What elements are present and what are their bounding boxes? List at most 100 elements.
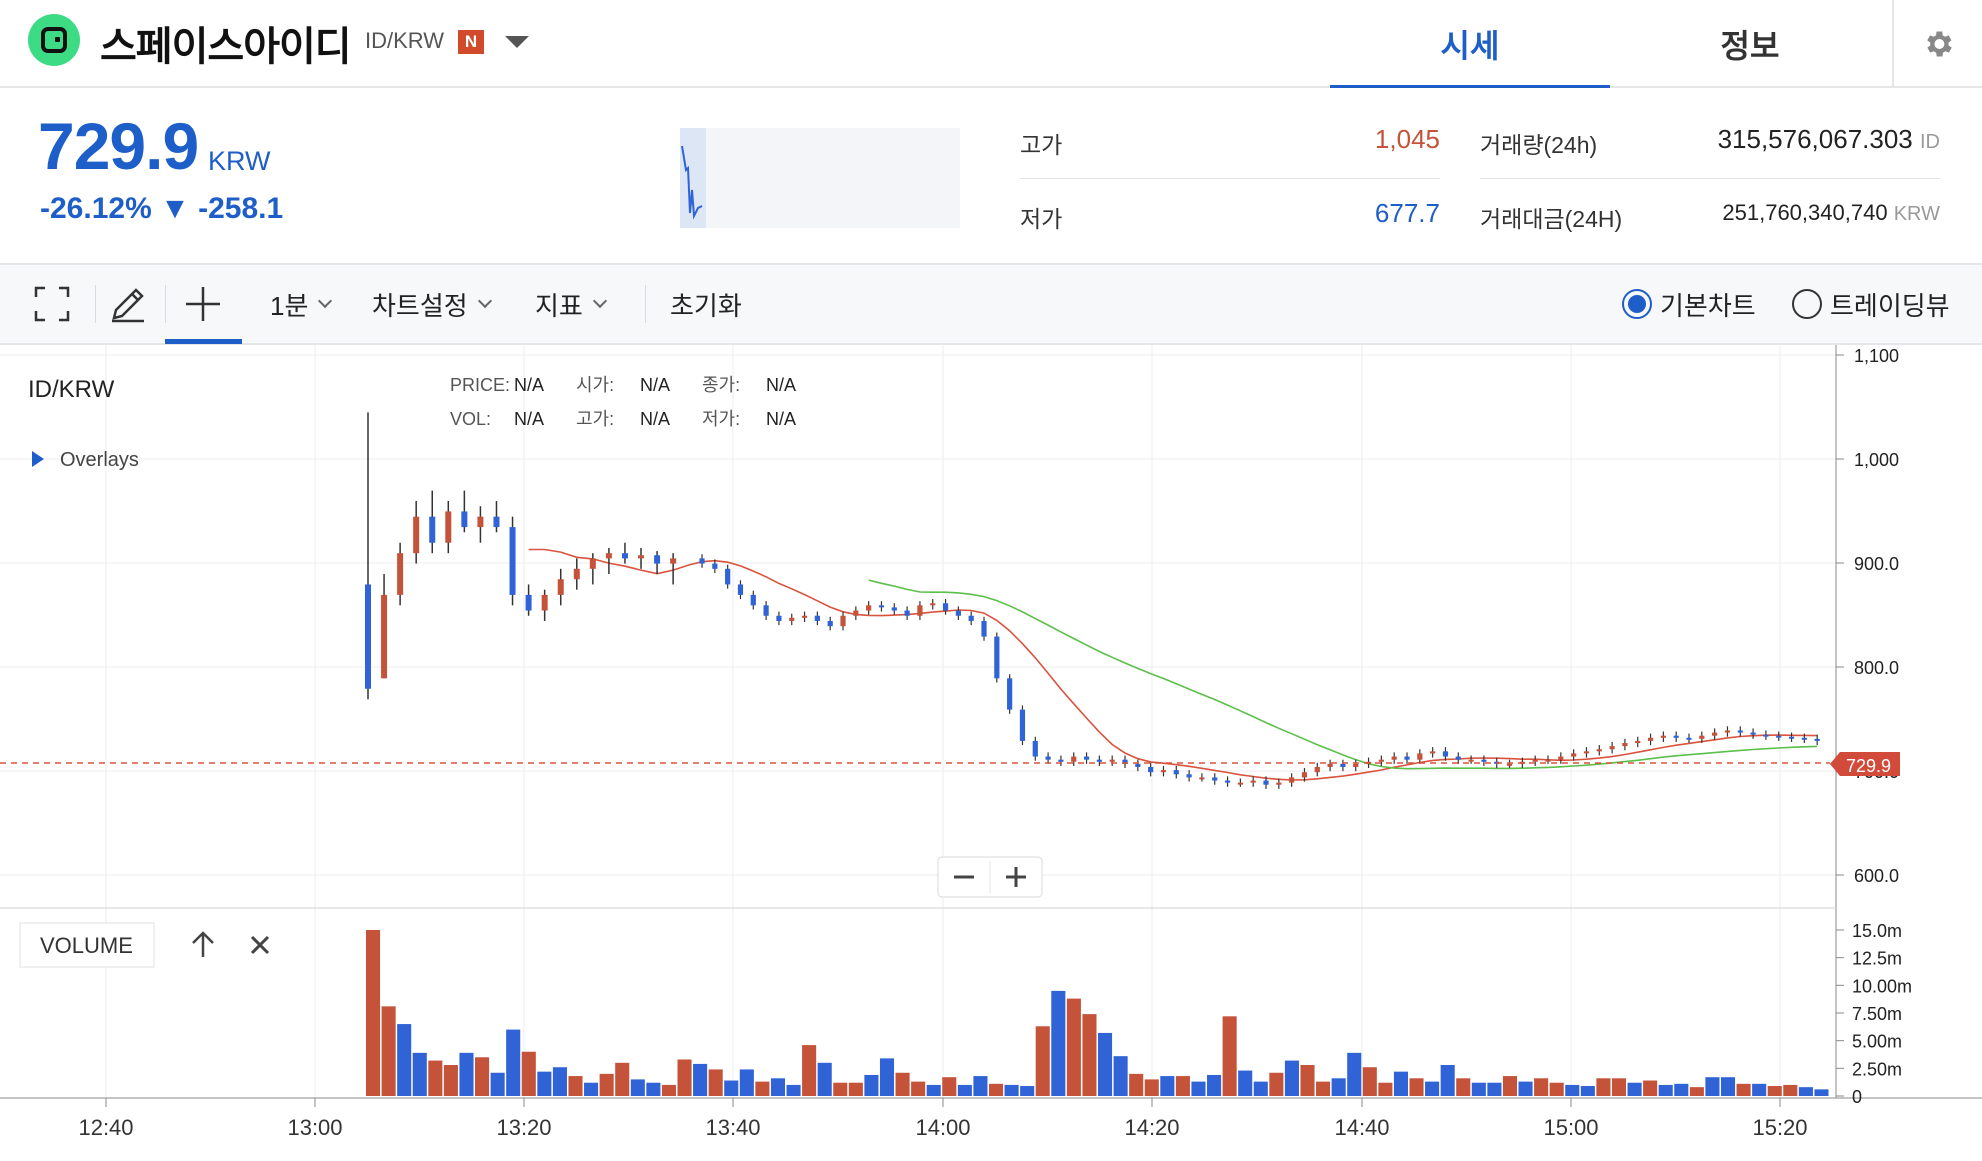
candle-body	[1455, 756, 1461, 760]
volume-bar	[786, 1084, 801, 1096]
candle-body	[1019, 709, 1026, 741]
zoom-in-button[interactable]	[992, 859, 1040, 895]
volume-bar	[397, 1024, 412, 1096]
time-axis-label: 13:20	[496, 1115, 551, 1140]
candlestick-chart[interactable]: 1,1001,000900.0800.0700.0600.015.0m12.5m…	[0, 345, 1982, 1156]
volume-bar	[1191, 1081, 1206, 1096]
volume-axis-label: 5.00m	[1852, 1032, 1902, 1052]
volume-bar	[1534, 1078, 1549, 1096]
candle-body	[955, 610, 961, 616]
candle-body	[1609, 746, 1615, 750]
candle-body	[981, 620, 987, 637]
candle-body	[605, 553, 612, 559]
time-axis-label: 14:40	[1334, 1115, 1389, 1140]
volume-bar	[1440, 1065, 1455, 1096]
move-up-arrow-icon[interactable]	[192, 931, 214, 957]
info-value: N/A	[766, 409, 796, 429]
candle-body	[776, 615, 782, 621]
current-price-tag-text: 729.9	[1846, 756, 1891, 776]
candle-body	[1417, 753, 1423, 760]
tab-info[interactable]: 정보	[1720, 28, 1780, 64]
candle-body	[1583, 751, 1590, 754]
volume-bar	[911, 1081, 926, 1096]
candle-body	[750, 594, 756, 606]
close-icon[interactable]	[250, 935, 270, 955]
candle-body	[397, 553, 404, 595]
volume-bar	[926, 1084, 941, 1096]
candle-body	[1327, 763, 1333, 767]
chevron-down-icon	[318, 293, 333, 309]
settings-gear-icon[interactable]	[1892, 0, 1982, 88]
candle-body	[1083, 756, 1090, 760]
volume-bar	[1674, 1083, 1689, 1096]
info-key: VOL:	[450, 409, 491, 429]
volume-unit: ID	[1920, 131, 1940, 153]
trading-view-radio[interactable]: 트레이딩뷰	[1792, 265, 1950, 343]
candle-body	[866, 605, 872, 611]
tab-price[interactable]: 시세	[1330, 0, 1610, 90]
volume-bar	[646, 1082, 661, 1096]
fullscreen-icon[interactable]	[34, 265, 70, 343]
candle-body	[891, 607, 897, 611]
volume-bar	[661, 1084, 676, 1096]
volume-bar	[1378, 1082, 1393, 1096]
info-key: PRICE:	[450, 375, 510, 395]
candle-body	[365, 584, 371, 689]
volume-bar	[1627, 1082, 1642, 1096]
candle-body	[1224, 780, 1231, 783]
zoom-out-button[interactable]	[940, 859, 988, 895]
pair-label: ID/KRW	[365, 28, 445, 53]
candle-body	[1660, 735, 1666, 738]
volume-bar	[1611, 1078, 1627, 1096]
divider	[1480, 178, 1940, 179]
price-unit: KRW	[208, 146, 271, 176]
overlays-label[interactable]: Overlays	[60, 449, 139, 471]
time-axis-label: 13:00	[287, 1115, 342, 1140]
coin-logo-icon	[28, 14, 80, 66]
coin-dropdown-caret-icon[interactable]	[505, 36, 529, 48]
volume-bar	[1035, 1026, 1050, 1096]
reset-button[interactable]: 초기화	[670, 290, 742, 321]
candle-body	[827, 620, 833, 627]
volume-bar	[1362, 1067, 1377, 1096]
toolbar-separator	[645, 285, 646, 323]
time-axis-label: 15:00	[1543, 1115, 1598, 1140]
candle-body	[994, 636, 1000, 679]
basic-chart-radio[interactable]: 기본차트	[1622, 265, 1756, 343]
candle-body	[1468, 759, 1474, 762]
draw-pencil-icon[interactable]	[108, 265, 148, 343]
volume-bar	[1160, 1076, 1175, 1096]
interval-dropdown[interactable]: 1분	[270, 265, 333, 343]
price-axis-label: 800.0	[1854, 658, 1899, 678]
chart-settings-dropdown[interactable]: 차트설정	[372, 265, 492, 343]
candle-body	[712, 563, 718, 569]
volume-bar	[1207, 1074, 1222, 1096]
candle-body	[1378, 759, 1384, 762]
overlays-expand-icon[interactable]	[32, 451, 44, 467]
amount-unit: KRW	[1893, 203, 1940, 225]
volume-bar	[1082, 1014, 1097, 1096]
volume-bar	[1129, 1073, 1144, 1096]
volume-bar	[428, 1060, 443, 1096]
candle-body	[853, 610, 859, 616]
candle-body	[737, 584, 744, 595]
volume-bar	[708, 1069, 723, 1096]
mini-sparkline-chart	[680, 128, 960, 228]
volume-axis-label: 0	[1852, 1087, 1862, 1107]
low-value: 677.7	[1374, 198, 1440, 228]
price-chart-area[interactable]: 1,1001,000900.0800.0700.0600.015.0m12.5m…	[0, 345, 1982, 1156]
crosshair-icon[interactable]	[184, 265, 222, 343]
volume-bar	[1393, 1071, 1408, 1096]
candle-body	[429, 516, 436, 543]
candle-body	[477, 516, 484, 528]
indicators-dropdown[interactable]: 지표	[535, 265, 607, 343]
time-axis-label: 14:20	[1124, 1115, 1179, 1140]
candle-body	[1724, 730, 1731, 733]
candle-body	[1763, 734, 1769, 737]
volume-bar	[1596, 1078, 1611, 1096]
candle-body	[1212, 777, 1218, 781]
time-axis-label: 15:20	[1752, 1115, 1807, 1140]
candle-body	[1045, 756, 1051, 760]
volume-bar	[1347, 1052, 1362, 1096]
volume-bar	[724, 1080, 739, 1096]
